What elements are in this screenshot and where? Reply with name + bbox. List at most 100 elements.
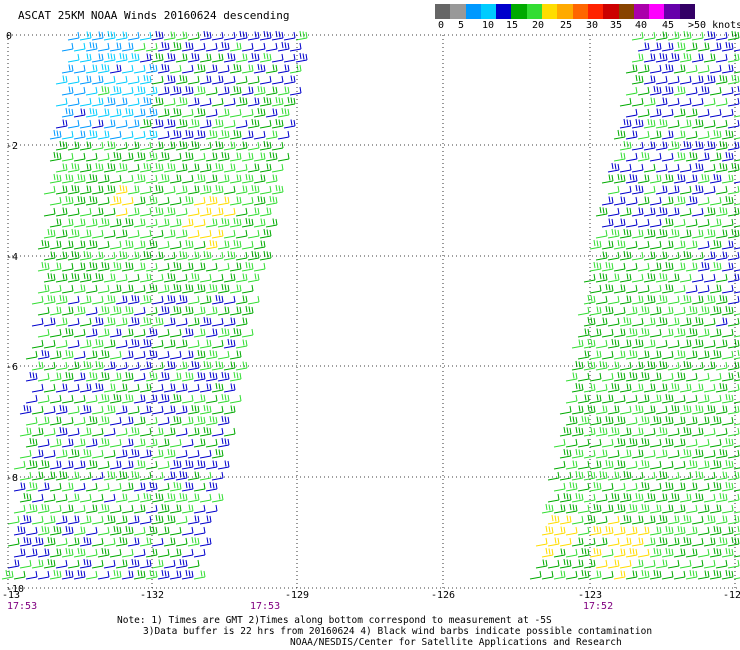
wind-barb <box>589 239 602 250</box>
wind-barb <box>661 372 674 382</box>
wind-barb <box>685 108 698 118</box>
wind-barb <box>667 75 680 85</box>
wind-barb <box>697 196 710 206</box>
wind-barb <box>127 97 140 107</box>
wind-barb <box>85 129 98 140</box>
wind-barb <box>247 118 260 129</box>
wind-barb <box>133 42 146 52</box>
wind-barb <box>79 404 92 415</box>
wind-barb <box>631 559 644 569</box>
wind-barb <box>619 207 632 217</box>
wind-barb <box>625 437 638 448</box>
wind-barb <box>631 449 644 459</box>
wind-barb <box>703 53 716 63</box>
wind-barb <box>577 394 590 404</box>
wind-barb <box>577 306 590 316</box>
wind-barb <box>589 525 602 536</box>
wind-barb <box>115 295 128 305</box>
wind-barb <box>109 108 122 118</box>
scale-swatch <box>450 4 466 19</box>
wind-barb <box>151 141 164 151</box>
wind-barb <box>625 503 638 514</box>
wind-barb <box>163 448 176 459</box>
wind-barb <box>217 371 230 382</box>
wind-barb <box>595 295 608 305</box>
wind-barb <box>679 471 692 481</box>
wind-barb <box>589 547 602 558</box>
wind-barb <box>121 130 134 140</box>
wind-barb <box>235 141 248 151</box>
wind-barb <box>241 152 254 162</box>
wind-barb <box>61 107 74 118</box>
wind-barb <box>103 251 116 261</box>
wind-barb <box>133 151 146 162</box>
wind-barb <box>229 85 242 96</box>
wind-barb <box>145 349 158 360</box>
wind-barb <box>103 96 116 107</box>
wind-barb <box>7 559 20 569</box>
wind-barb <box>679 404 692 415</box>
wind-barb <box>85 504 98 514</box>
wind-barb <box>259 250 272 261</box>
wind-barb <box>625 371 638 382</box>
wind-barb <box>169 64 182 74</box>
wind-barb <box>121 217 134 228</box>
wind-barb <box>139 229 152 239</box>
wind-barb <box>133 284 146 294</box>
wind-barb <box>217 129 230 140</box>
wind-barb <box>277 107 290 118</box>
wind-barb <box>577 328 590 338</box>
wind-barb <box>55 404 68 415</box>
wind-barb <box>715 162 728 173</box>
wind-barb <box>685 174 698 184</box>
wind-barb <box>685 548 698 558</box>
scale-swatch <box>618 4 634 19</box>
wind-barb <box>679 383 692 393</box>
wind-barb <box>43 361 56 371</box>
wind-barb <box>145 504 158 514</box>
wind-barb <box>709 525 722 536</box>
wind-barb <box>217 262 230 272</box>
wind-barb <box>73 284 86 294</box>
wind-barb <box>19 427 32 437</box>
scale-label: 30 <box>586 20 599 31</box>
wind-barb <box>559 492 572 503</box>
wind-barb <box>85 173 98 184</box>
wind-barb <box>217 460 230 470</box>
wind-barb <box>43 228 56 239</box>
wind-barb <box>181 174 194 184</box>
wind-barb <box>259 30 272 41</box>
wind-barb <box>655 163 668 173</box>
wind-barb <box>637 196 650 206</box>
wind-barb <box>619 185 632 195</box>
wind-barb <box>625 173 638 184</box>
wind-barb <box>115 493 128 503</box>
wind-barb <box>145 86 158 96</box>
wind-barb <box>157 130 170 140</box>
wind-barb <box>13 504 26 514</box>
wind-barb <box>37 261 50 272</box>
wind-barb <box>97 130 110 140</box>
wind-barb <box>13 460 26 470</box>
wind-barb <box>283 119 296 129</box>
wind-barb <box>223 31 236 41</box>
wind-barb <box>223 119 236 129</box>
wind-barb <box>217 240 230 250</box>
wind-barb <box>631 515 644 525</box>
wind-barb <box>697 130 710 140</box>
wind-barb <box>715 206 728 217</box>
wind-barb <box>133 262 146 272</box>
scale-swatch <box>649 4 665 19</box>
wind-barb <box>247 31 260 41</box>
wind-barb <box>193 173 206 184</box>
wind-barb <box>145 107 158 118</box>
wind-barb <box>241 173 254 184</box>
wind-barb <box>211 31 224 41</box>
wind-barb <box>193 415 206 426</box>
wind-barb <box>109 350 122 360</box>
wind-barb <box>73 350 86 360</box>
wind-barb <box>49 306 62 316</box>
scale-label: 0 <box>438 20 445 31</box>
wind-barb <box>595 559 608 569</box>
wind-barb <box>181 64 194 74</box>
